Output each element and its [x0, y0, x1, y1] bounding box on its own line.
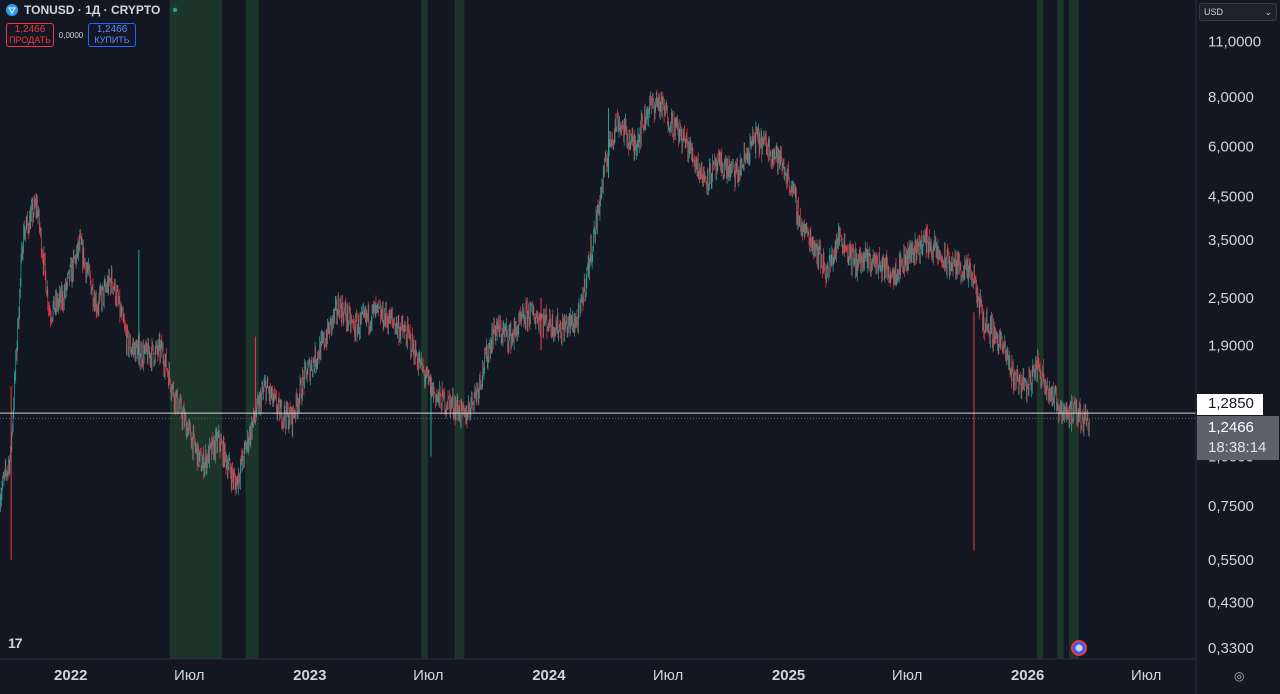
chevron-down-icon: ⌄ — [1264, 6, 1272, 17]
currency-select[interactable]: USD ⌄ — [1199, 3, 1277, 21]
sell-button[interactable]: 1,2466 ПРОДАТЬ — [6, 23, 54, 47]
highlight-band-0 — [169, 0, 223, 659]
buy-button[interactable]: 1,2466 КУПИТЬ — [88, 23, 136, 47]
gear-icon[interactable]: ◎ — [1234, 669, 1245, 683]
current-price-value: 1,2466 — [1208, 419, 1254, 436]
time-tick-0: 2022 — [54, 667, 87, 684]
price-tick-2: 6,0000 — [1208, 139, 1254, 156]
time-tick-5: Июл — [653, 667, 683, 684]
time-tick-1: Июл — [174, 667, 204, 684]
price-tick-3: 4,5000 — [1208, 188, 1254, 205]
highlight-band-4 — [1036, 0, 1044, 659]
market-status-icon — [170, 5, 181, 15]
symbol-title: TONUSD · 1Д · CRYPTO — [24, 3, 161, 17]
symbol-legend[interactable]: TONUSD · 1Д · CRYPTO — [6, 3, 181, 17]
hline-price-label: 1,2850 — [1197, 394, 1263, 415]
spread-value: 0,0000 — [58, 30, 84, 40]
highlight-band-1 — [245, 0, 259, 659]
tradingview-logo-icon[interactable]: 17 — [8, 635, 23, 651]
price-tick-4: 3,5000 — [1208, 232, 1254, 249]
price-tick-11: 0,3300 — [1208, 640, 1254, 657]
bar-countdown: 18:38:14 — [1208, 439, 1267, 456]
highlight-band-2 — [421, 0, 428, 659]
time-tick-8: 2026 — [1011, 667, 1044, 684]
time-axis: 2022 Июл 2023 Июл 2024 Июл 2025 Июл 2026 Июл — [54, 667, 1161, 684]
price-axis: 11,0000 8,0000 6,0000 4,5000 3,5000 2,5000 1,9… — [1208, 34, 1261, 657]
highlight-band-6 — [1068, 0, 1079, 659]
trade-buttons: 1,2466 ПРОДАТЬ 0,0000 1,2466 КУПИТЬ — [6, 23, 136, 47]
highlight-band-3 — [454, 0, 465, 659]
price-tick-10: 0,4300 — [1208, 594, 1254, 611]
price-tick-5: 2,5000 — [1208, 290, 1254, 307]
highlight-bands — [169, 0, 1079, 659]
sell-price: 1,2466 — [14, 24, 46, 35]
time-tick-3: Июл — [413, 667, 443, 684]
price-tick-8: 0,7500 — [1208, 498, 1254, 515]
time-tick-2: 2023 — [293, 667, 326, 684]
time-tick-4: 2024 — [532, 667, 566, 684]
price-tick-9: 0,5500 — [1208, 552, 1254, 569]
sell-label: ПРОДАТЬ — [9, 35, 51, 45]
buy-price: 1,2466 — [96, 24, 128, 35]
time-tick-7: Июл — [892, 667, 922, 684]
current-price-label: 1,2466 18:38:14 — [1197, 416, 1279, 460]
us-flag-icon[interactable] — [1071, 640, 1087, 656]
candles — [0, 89, 1090, 560]
time-tick-6: 2025 — [772, 667, 805, 684]
price-tick-6: 1,9000 — [1208, 337, 1254, 354]
highlight-band-5 — [1057, 0, 1064, 659]
currency-value: USD — [1204, 7, 1224, 17]
buy-label: КУПИТЬ — [94, 35, 130, 45]
time-tick-9: Июл — [1131, 667, 1161, 684]
price-tick-1: 8,0000 — [1208, 89, 1254, 106]
price-tick-0: 11,0000 — [1208, 34, 1261, 51]
ton-coin-icon — [6, 4, 18, 16]
